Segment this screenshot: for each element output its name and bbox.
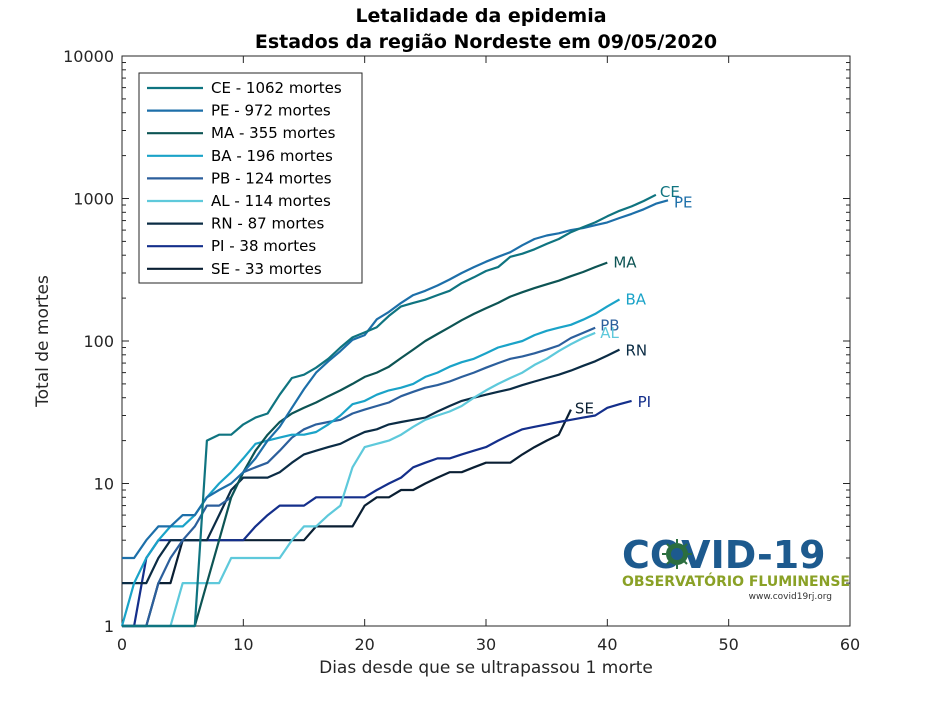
end-label-ce: CE: [660, 183, 680, 201]
legend-label-pi: PI - 38 mortes: [211, 237, 316, 255]
legend-label-ma: MA - 355 mortes: [211, 124, 336, 142]
x-axis: 0 10 20 30 40 50 60: [117, 56, 860, 654]
series-line-pb: [122, 326, 596, 628]
end-label-rn: RN: [625, 342, 647, 360]
y-tick-label: 1000: [73, 190, 114, 209]
end-label-se: SE: [575, 400, 594, 418]
y-tick-label: 10000: [63, 47, 114, 66]
y-axis: 1 10 100 1000 10000: [63, 47, 850, 636]
end-label-al: AL: [600, 324, 619, 342]
y-axis-label: Total de mortes: [33, 275, 53, 408]
logo-subtitle: OBSERVATÓRIO FLUMINENSE: [622, 572, 850, 590]
x-tick-label: 50: [718, 635, 738, 654]
series-line-ce: [122, 193, 657, 628]
x-tick-label: 60: [840, 635, 860, 654]
virus-icon: [662, 539, 692, 569]
x-tick-label: 20: [354, 635, 374, 654]
x-tick-label: 0: [117, 635, 127, 654]
end-label-ma: MA: [613, 254, 637, 272]
chart-subtitle: Estados da região Nordeste em 09/05/2020: [255, 31, 717, 53]
legend-label-pe: PE - 972 mortes: [211, 102, 331, 120]
logo-title: COVID-19: [622, 533, 826, 577]
end-label-pb: PB: [600, 317, 619, 335]
x-tick-label: 30: [476, 635, 496, 654]
legend-label-pb: PB - 124 mortes: [211, 169, 332, 187]
legend: CE - 1062 mortes PE - 972 mortes MA - 355 …: [138, 72, 363, 284]
series-line-rn: [122, 348, 620, 585]
x-tick-label: 40: [597, 635, 617, 654]
legend-label-al: AL - 114 mortes: [211, 192, 331, 210]
legend-label-ba: BA - 196 mortes: [211, 147, 333, 165]
x-tick-label: 10: [233, 635, 253, 654]
series-line-al: [122, 331, 596, 628]
y-tick-label: 10: [94, 475, 114, 494]
legend-label-ce: CE - 1062 mortes: [211, 79, 342, 97]
end-label-ba: BA: [625, 290, 646, 308]
chart-title: Letalidade da epidemia: [355, 5, 606, 27]
covid19-logo: COVID-19 OBSERVATÓRIO FLUMINENSE www.cov…: [622, 533, 850, 602]
end-label-pe: PE: [674, 193, 693, 211]
legend-label-rn: RN - 87 mortes: [211, 215, 325, 233]
end-label-pi: PI: [638, 393, 651, 411]
legend-label-se: SE - 33 mortes: [211, 260, 322, 278]
logo-url: www.covid19rj.org: [749, 592, 832, 602]
series-layer: [120, 193, 669, 628]
x-axis-label: Dias desde que se ultrapassou 1 morte: [319, 658, 653, 678]
y-tick-label: 100: [83, 332, 114, 351]
y-tick-label: 1: [104, 617, 114, 636]
series-line-ma: [122, 261, 608, 628]
